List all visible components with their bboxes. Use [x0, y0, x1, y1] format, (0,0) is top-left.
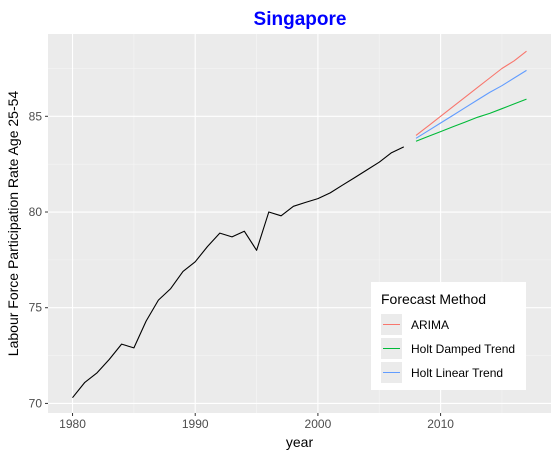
series-line-holt-damped-trend [415, 98, 527, 142]
legend-items: ARIMA Holt Damped Trend Holt Linear Trend [381, 314, 515, 383]
history-line [72, 146, 405, 399]
x-axis-ticks: 1980 1990 2000 2010 [59, 413, 454, 431]
legend-label-holt-damped-trend: Holt Damped Trend [411, 342, 515, 356]
legend-label-arima: ARIMA [411, 318, 449, 332]
legend-label-holt-linear-trend: Holt Linear Trend [411, 366, 503, 380]
grid-minor [48, 34, 551, 413]
x-axis-title: year [286, 434, 314, 450]
grid-major [48, 34, 551, 413]
y-tick-label: 85 [29, 109, 43, 123]
legend-title: Forecast Method [381, 291, 486, 307]
history-series-line [72, 146, 405, 399]
x-tick-label: 1990 [182, 417, 209, 431]
y-tick-label: 75 [29, 301, 43, 315]
legend: Forecast Method ARIMA Holt Damped Trend Ho… [371, 282, 526, 390]
x-tick-label: 2010 [427, 417, 454, 431]
series-line-arima [415, 50, 527, 136]
x-tick-label: 2000 [305, 417, 332, 431]
y-tick-label: 80 [29, 205, 43, 219]
series-line-holt-linear-trend [415, 69, 527, 139]
y-tick-label: 70 [29, 396, 43, 410]
chart-title: Singapore [254, 9, 347, 30]
y-axis-ticks: 70 75 80 85 [29, 109, 48, 410]
y-axis-title: Labour Force Participation Rate Age 25-5… [5, 91, 21, 357]
forecast-lines [415, 50, 527, 142]
x-tick-label: 1980 [59, 417, 86, 431]
